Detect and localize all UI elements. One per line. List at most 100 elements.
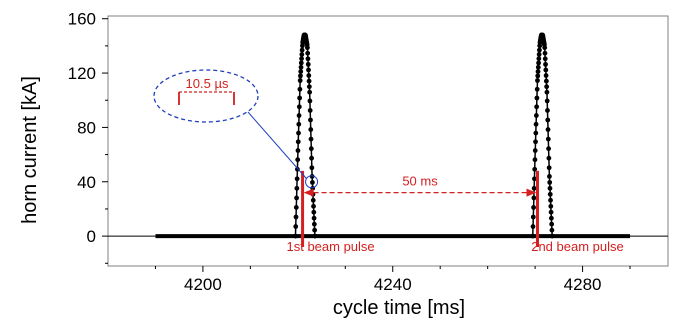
data-point <box>532 148 538 153</box>
gap-arrow-head-right <box>526 188 537 197</box>
data-point <box>531 185 537 191</box>
x-tick-label: 4240 <box>374 275 412 294</box>
data-point <box>545 108 550 113</box>
data-point <box>299 47 305 53</box>
data-point <box>543 73 549 78</box>
data-point <box>531 195 537 201</box>
y-axis-title: horn current [kA] <box>19 76 41 224</box>
data-point <box>542 50 548 56</box>
zoom-label: 10.5 µs <box>186 76 229 91</box>
data-point <box>535 69 541 74</box>
data-point <box>547 179 553 185</box>
data-point <box>532 176 537 182</box>
data-point <box>548 203 554 209</box>
data-point <box>308 117 313 123</box>
data-point <box>534 95 540 101</box>
data-point <box>535 64 541 70</box>
data-point <box>549 233 555 239</box>
data-point <box>548 215 554 221</box>
data-point <box>308 146 314 152</box>
data-point <box>305 50 311 56</box>
data-point <box>311 209 317 215</box>
gap-label: 50 ms <box>402 174 438 189</box>
data-point <box>306 84 312 90</box>
y-tick-label: 80 <box>77 118 96 137</box>
data-point <box>295 148 301 153</box>
data-point <box>297 95 303 101</box>
data-point <box>293 224 299 229</box>
data-point <box>534 86 540 92</box>
data-point <box>546 155 552 161</box>
data-point <box>293 214 299 220</box>
data-point <box>307 89 313 95</box>
data-point <box>312 233 318 239</box>
data-point <box>310 179 315 185</box>
data-point <box>535 73 541 79</box>
data-point <box>311 221 317 227</box>
data-point <box>305 45 310 51</box>
data-point <box>530 224 536 229</box>
data-point <box>547 191 553 197</box>
data-point <box>544 84 550 90</box>
data-point <box>542 56 548 62</box>
zoom-ellipse <box>153 69 259 123</box>
data-point <box>532 157 538 163</box>
data-point <box>536 60 541 66</box>
data-point <box>530 233 536 239</box>
data-point <box>295 157 301 163</box>
data-point <box>299 51 305 57</box>
data-point <box>547 185 553 191</box>
axes: 0 40 80 120 160 4200 4240 4280 <box>68 10 669 294</box>
data-point <box>306 78 312 84</box>
data-point <box>546 146 551 152</box>
data-point <box>296 130 301 136</box>
data-point <box>294 185 300 191</box>
data-point <box>293 233 298 239</box>
data-point <box>545 127 551 132</box>
zoom-leader-line <box>247 111 307 180</box>
data-point <box>293 205 299 210</box>
data-point <box>534 104 540 110</box>
data-point <box>543 78 549 84</box>
data-point <box>536 51 542 57</box>
y-tick-label: 120 <box>68 64 96 83</box>
data-point <box>295 139 301 145</box>
data-point <box>306 73 312 78</box>
data-point <box>311 215 317 221</box>
data-point <box>298 73 303 79</box>
data-point <box>308 136 314 142</box>
data-point <box>543 61 548 67</box>
data-point <box>533 139 538 145</box>
data-point <box>549 227 555 233</box>
gap-arrow-head-left <box>303 188 314 197</box>
data-point <box>548 197 553 203</box>
data-point <box>297 86 303 92</box>
data-point <box>532 166 538 172</box>
data-point <box>298 60 304 66</box>
data-point <box>311 203 316 209</box>
data-point <box>548 209 554 215</box>
data-point <box>296 121 302 127</box>
x-tick-label: 4280 <box>564 275 602 294</box>
data-point <box>309 174 315 179</box>
data-point <box>535 78 540 83</box>
data-point <box>296 104 302 110</box>
data-point <box>296 113 302 118</box>
data-series <box>155 32 631 239</box>
data-point <box>298 69 304 74</box>
x-axis-title: cycle time [ms] <box>333 297 465 319</box>
data-point <box>312 227 318 233</box>
data-point <box>307 108 313 113</box>
data-point <box>294 195 299 201</box>
data-point <box>297 78 303 83</box>
data-point <box>305 61 311 67</box>
data-point <box>308 127 314 132</box>
data-point <box>299 56 304 62</box>
y-tick-label: 40 <box>77 173 96 192</box>
data-point <box>544 98 550 104</box>
x-tick-label: 4200 <box>184 275 222 294</box>
data-point <box>545 117 551 123</box>
data-point <box>545 136 551 142</box>
data-point <box>298 64 304 70</box>
